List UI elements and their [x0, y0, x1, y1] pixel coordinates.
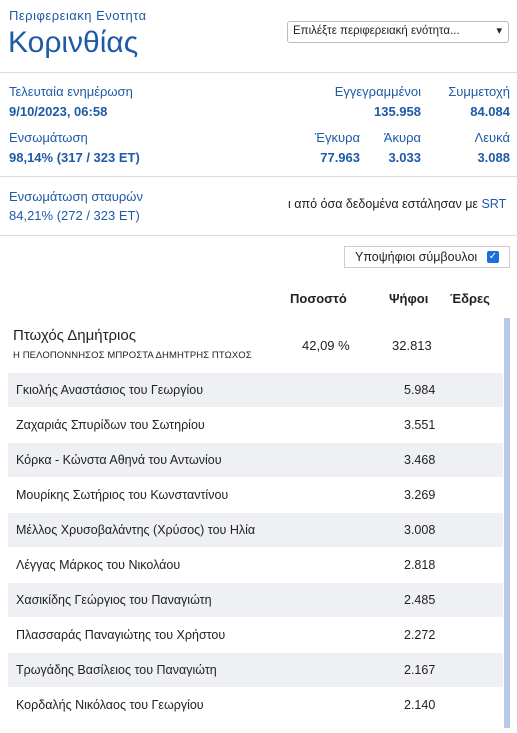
candidate-name: Γκιολής Αναστάσιος του Γεωργίου	[16, 383, 204, 397]
candidate-name: Κόρκα - Κώνστα Αθηνά του Αντωνίου	[16, 453, 222, 467]
cross-integration-value: 84,21% (272 / 323 ΕΤ)	[9, 208, 140, 223]
table-row: Μέλλος Χρυσοβαλάντης (Χρύσος) του Ηλία 3…	[8, 513, 503, 547]
candidates-toggle[interactable]: Υποψήφιοι σύμβουλοι ✓	[344, 246, 510, 268]
chevron-down-icon: ▾	[496, 25, 502, 37]
candidate-name: Μέλλος Χρυσοβαλάντης (Χρύσος) του Ηλία	[16, 523, 256, 537]
candidate-votes: 3.551	[404, 418, 436, 432]
region-select[interactable]: Επιλέξτε περιφερειακή ενότητα... ▾	[287, 21, 509, 43]
last-update-value: 9/10/2023, 06:58	[9, 104, 108, 119]
checkbox-checked-icon[interactable]: ✓	[487, 251, 499, 263]
table-scrollbar[interactable]	[504, 318, 510, 728]
invalid-label: Άκυρα	[383, 130, 421, 145]
table-row: Πλασσαράς Παναγιώτης του Χρήστου 2.272	[8, 618, 503, 652]
blank-value: 3.088	[477, 150, 510, 165]
header: Περιφερειακη Ενοτητα Κορινθίας Επιλέξτε …	[0, 0, 517, 73]
table-row: Λέγγας Μάρκος του Νικολάου 2.818	[8, 548, 503, 582]
stats-panel: Τελευταία ενημέρωση 9/10/2023, 06:58 Εγγ…	[0, 72, 517, 177]
col-seats: Έδρες	[450, 291, 490, 306]
leading-candidate-party: Η ΠΕΛΟΠΟΝΝΗΣΟΣ ΜΠΡΟΣΤΑ ΔΗΜΗΤΡΗΣ ΠΤΩΧΟΣ	[13, 350, 252, 361]
integration-label: Ενσωμάτωση	[9, 130, 88, 145]
cross-integration-panel: Ενσωμάτωση σταυρών 84,21% (272 / 323 ΕΤ)…	[0, 177, 517, 236]
scrolling-notice-text: ι από όσα δεδομένα εστάλησαν με	[288, 197, 478, 211]
valid-label: Έγκυρα	[314, 130, 360, 145]
srt-link[interactable]: SRT	[481, 197, 507, 211]
candidate-name: Πλασσαράς Παναγιώτης του Χρήστου	[16, 628, 226, 642]
candidate-votes: 3.008	[404, 523, 436, 537]
integration-value: 98,14% (317 / 323 ΕΤ)	[9, 150, 140, 165]
blank-label: Λευκά	[474, 130, 510, 145]
table-row: Τρωγάδης Βασίλειος του Παναγιώτη 2.167	[8, 653, 503, 687]
candidate-name: Ζαχαριάς Σπυρίδων του Σωτηρίου	[16, 418, 205, 432]
turnout-label: Συμμετοχή	[448, 84, 510, 99]
valid-value: 77.963	[320, 150, 360, 165]
last-update-label: Τελευταία ενημέρωση	[9, 84, 133, 99]
registered-label: Εγγεγραμμένοι	[334, 84, 421, 99]
table-row: Χασικίδης Γεώργιος του Παναγιώτη 2.485	[8, 583, 503, 617]
leading-candidate-row: Πτωχός Δημήτριος Η ΠΕΛΟΠΟΝΝΗΣΟΣ ΜΠΡΟΣΤΑ …	[8, 318, 503, 372]
candidate-name: Τρωγάδης Βασίλειος του Παναγιώτη	[16, 663, 217, 677]
candidate-name: Κορδαλής Νικόλαος του Γεωργίου	[16, 698, 204, 712]
candidate-name: Λέγγας Μάρκος του Νικολάου	[16, 558, 181, 572]
leading-candidate-votes: 32.813	[392, 338, 432, 353]
registered-value: 135.958	[374, 104, 421, 119]
col-percent: Ποσοστό	[290, 291, 347, 306]
turnout-value: 84.084	[470, 104, 510, 119]
candidate-votes: 2.485	[404, 593, 436, 607]
invalid-value: 3.033	[388, 150, 421, 165]
candidate-votes: 3.468	[404, 453, 436, 467]
table-row: Ζαχαριάς Σπυρίδων του Σωτηρίου 3.551	[8, 408, 503, 442]
candidate-votes: 2.167	[404, 663, 436, 677]
candidate-votes: 3.269	[404, 488, 436, 502]
scrolling-notice: ι από όσα δεδομένα εστάλησαν με SRT	[288, 197, 506, 211]
table-row: Κορδαλής Νικόλαος του Γεωργίου 2.140	[8, 688, 503, 722]
candidate-votes: 5.984	[404, 383, 436, 397]
candidate-votes: 2.140	[404, 698, 436, 712]
candidate-votes: 2.272	[404, 628, 436, 642]
table-row: Κόρκα - Κώνστα Αθηνά του Αντωνίου 3.468	[8, 443, 503, 477]
candidate-name: Χασικίδης Γεώργιος του Παναγιώτη	[16, 593, 212, 607]
leading-candidate-name: Πτωχός Δημήτριος	[13, 327, 136, 344]
candidate-votes: 2.818	[404, 558, 436, 572]
leading-candidate-percent: 42,09 %	[302, 338, 350, 353]
page-title: Κορινθίας	[8, 26, 139, 59]
table-row: Μουρίκης Σωτήριος του Κωνσταντίνου 3.269	[8, 478, 503, 512]
region-select-value: Επιλέξτε περιφερειακή ενότητα...	[293, 25, 460, 37]
cross-integration-label: Ενσωμάτωση σταυρών	[9, 189, 143, 204]
candidate-name: Μουρίκης Σωτήριος του Κωνσταντίνου	[16, 488, 229, 502]
table-row: Γκιολής Αναστάσιος του Γεωργίου 5.984	[8, 373, 503, 407]
candidates-toggle-label: Υποψήφιοι σύμβουλοι	[355, 250, 478, 264]
col-votes: Ψήφοι	[389, 291, 429, 306]
region-type-label: Περιφερειακη Ενοτητα	[9, 8, 147, 23]
